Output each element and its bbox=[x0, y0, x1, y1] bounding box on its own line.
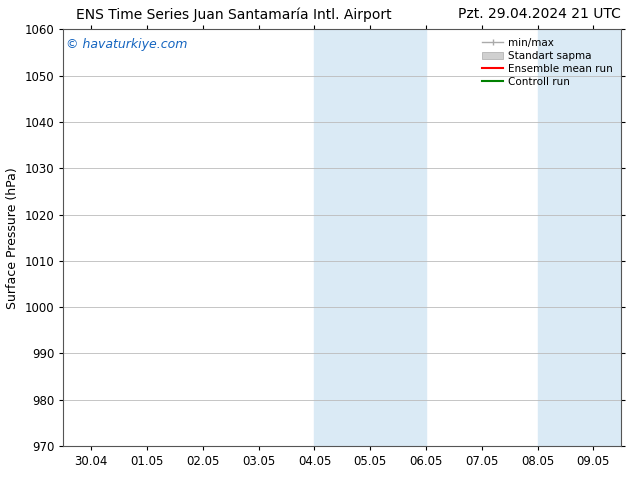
Bar bbox=[538, 29, 593, 446]
Bar bbox=[314, 29, 370, 446]
Legend: min/max, Standart sapma, Ensemble mean run, Controll run: min/max, Standart sapma, Ensemble mean r… bbox=[479, 35, 616, 90]
Text: © havaturkiye.com: © havaturkiye.com bbox=[66, 38, 188, 51]
Y-axis label: Surface Pressure (hPa): Surface Pressure (hPa) bbox=[6, 167, 19, 309]
Text: ENS Time Series Juan Santamaría Intl. Airport: ENS Time Series Juan Santamaría Intl. Ai… bbox=[76, 7, 392, 22]
Bar bbox=[370, 29, 426, 446]
Text: Pzt. 29.04.2024 21 UTC: Pzt. 29.04.2024 21 UTC bbox=[458, 7, 621, 22]
Bar bbox=[593, 29, 621, 446]
